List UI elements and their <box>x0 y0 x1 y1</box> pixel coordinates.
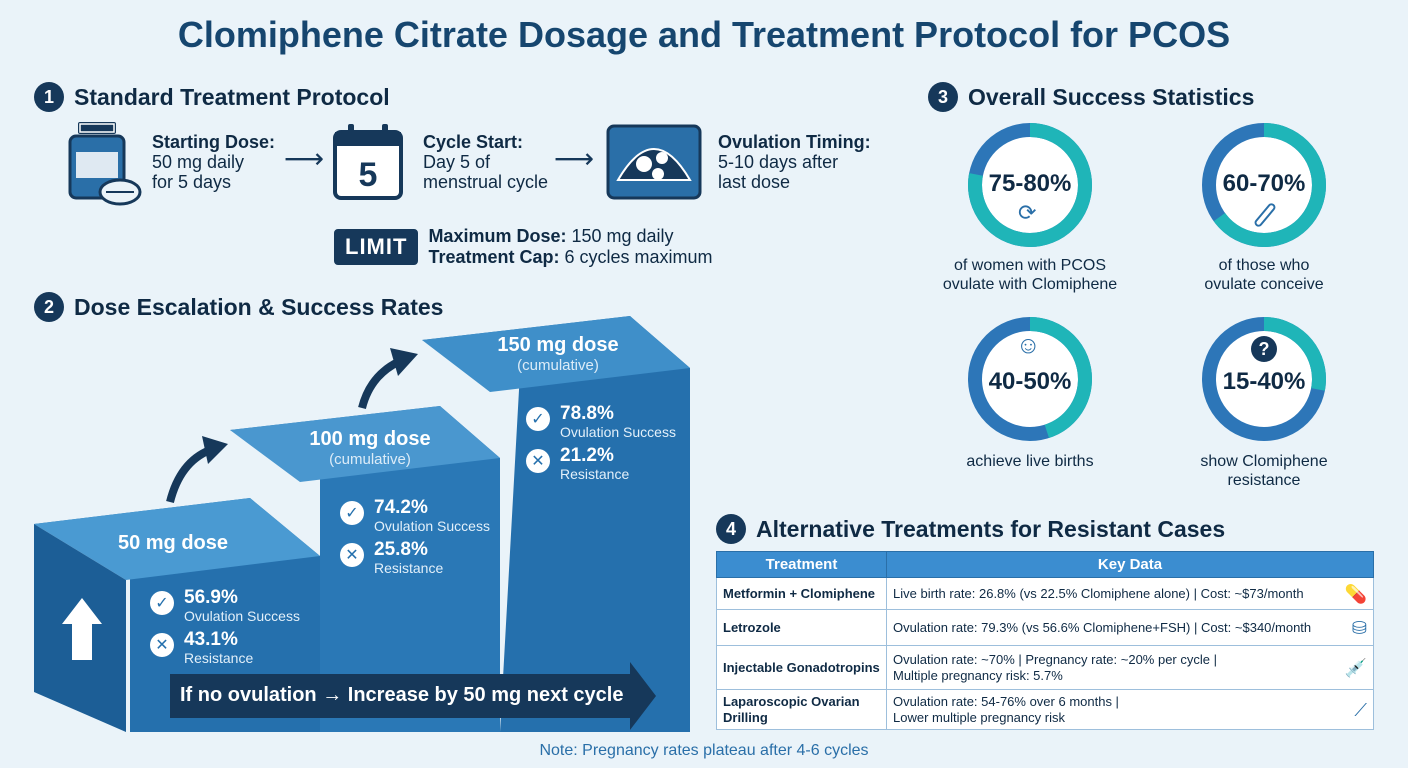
stat-value: 75-80% <box>988 170 1072 197</box>
section4-title: Alternative Treatments for Resistant Cas… <box>756 515 1226 542</box>
x-icon: ✕ <box>340 543 364 567</box>
x-icon: ✕ <box>526 449 550 473</box>
footnote: Note: Pregnancy rates plateau after 4-6 … <box>539 742 869 759</box>
stat-card-2: 60-70% of those who ovulate conceive <box>1164 120 1364 294</box>
stat-caption: show Clomiphene resistance <box>1200 453 1328 489</box>
table-row: Letrozole Ovulation rate: 79.3% (vs 56.6… <box>716 609 1374 646</box>
ovulation-timing-text: Ovulation Timing: 5-10 days after last d… <box>718 132 871 192</box>
section1-title: Standard Treatment Protocol <box>74 83 390 110</box>
stat-caption: achieve live births <box>966 453 1094 470</box>
ultrasound-icon <box>606 124 702 200</box>
section-number: 1 <box>34 82 64 112</box>
check-icon: ✓ <box>340 501 364 525</box>
step1-stats: ✓ 56.9% Ovulation Success ✕ 43.1% Resistan… <box>150 588 300 666</box>
calendar-number: 5 <box>359 156 378 194</box>
step1-label: 50 mg dose <box>117 532 229 554</box>
page-title: Clomiphene Citrate Dosage and Treatment … <box>177 14 1231 55</box>
step2-label: 100 mg dose (cumulative) <box>309 428 431 468</box>
stat-value: 15-40% <box>1222 368 1306 395</box>
limit-badge: LIMIT <box>334 229 419 265</box>
pills-icon: 💊 <box>1344 583 1367 604</box>
limit-box: LIMIT Maximum Dose: 150 mg daily Treatme… <box>334 226 713 268</box>
stat-card-3: ☺ 40-50% achieve live births <box>930 314 1130 471</box>
coins-icon: ⛁ <box>1351 617 1367 638</box>
section4-heading: 4 Alternative Treatments for Resistant C… <box>716 514 1225 544</box>
pill-bottle-icon <box>68 122 142 206</box>
check-icon: ✓ <box>526 407 550 431</box>
cycle-icon: ⟳ <box>1018 200 1037 225</box>
calendar-icon: 5 <box>333 124 403 200</box>
stat-card-4: ? 15-40% show Clomiphene resistance <box>1164 314 1364 490</box>
donut-ring <box>1202 317 1326 441</box>
baby-icon: ☺ <box>1016 332 1041 359</box>
check-icon: ✓ <box>150 591 174 615</box>
section2-title: Dose Escalation & Success Rates <box>74 293 444 320</box>
stat-caption: of women with PCOS ovulate with Clomiphen… <box>942 257 1118 293</box>
alternatives-table: Treatment Key Data Metformin + Clomiphen… <box>716 551 1374 730</box>
stat-caption: of those who ovulate conceive <box>1204 257 1324 293</box>
step3-label: 150 mg dose (cumulative) <box>497 334 619 374</box>
section3-title: Overall Success Statistics <box>968 83 1255 110</box>
section3-heading: 3 Overall Success Statistics <box>928 82 1254 112</box>
section1-heading: 1 Standard Treatment Protocol <box>34 82 390 112</box>
step3-stats: ✓ 78.8% Ovulation Success ✕ 21.2% Resistan… <box>526 404 676 482</box>
escalation-banner: If no ovulation → Increase by 50 mg next… <box>180 684 624 706</box>
step2-stats: ✓ 74.2% Ovulation Success ✕ 25.8% Resistan… <box>340 498 490 576</box>
section-number: 4 <box>716 514 746 544</box>
staircase-graphic <box>34 316 690 732</box>
section-number: 2 <box>34 292 64 322</box>
donut-ring <box>968 123 1092 247</box>
x-icon: ✕ <box>150 633 174 657</box>
table-row: Laparoscopic Ovarian Drilling Ovulation … <box>716 689 1374 730</box>
donut-ring <box>968 317 1092 441</box>
arrow-right-icon: ⟶ <box>284 143 325 174</box>
arrow-right-icon: ⟶ <box>554 143 595 174</box>
syringe-icon: 💉 <box>1344 657 1367 678</box>
starting-dose-text: Starting Dose: 50 mg daily for 5 days <box>152 132 276 192</box>
cycle-start-text: Cycle Start: Day 5 of menstrual cycle <box>423 132 549 192</box>
stat-value: 60-70% <box>1222 170 1306 197</box>
table-row: Injectable Gonadotropins Ovulation rate:… <box>716 645 1374 690</box>
pregnancy-test-icon <box>1254 203 1276 227</box>
stat-value: 40-50% <box>988 368 1072 395</box>
section2-heading: 2 Dose Escalation & Success Rates <box>34 292 443 322</box>
laparoscope-icon: ⟋ <box>1354 699 1367 720</box>
table-row: Metformin + Clomiphene Live birth rate: … <box>716 577 1374 610</box>
col-treatment: Treatment <box>716 551 887 578</box>
section-number: 3 <box>928 82 958 112</box>
stat-card-1: 75-80% ⟳ of women with PCOS ovulate with … <box>930 120 1130 294</box>
donut-ring <box>1202 123 1326 247</box>
col-key-data: Key Data <box>886 551 1374 578</box>
question-icon: ? <box>1251 336 1277 362</box>
